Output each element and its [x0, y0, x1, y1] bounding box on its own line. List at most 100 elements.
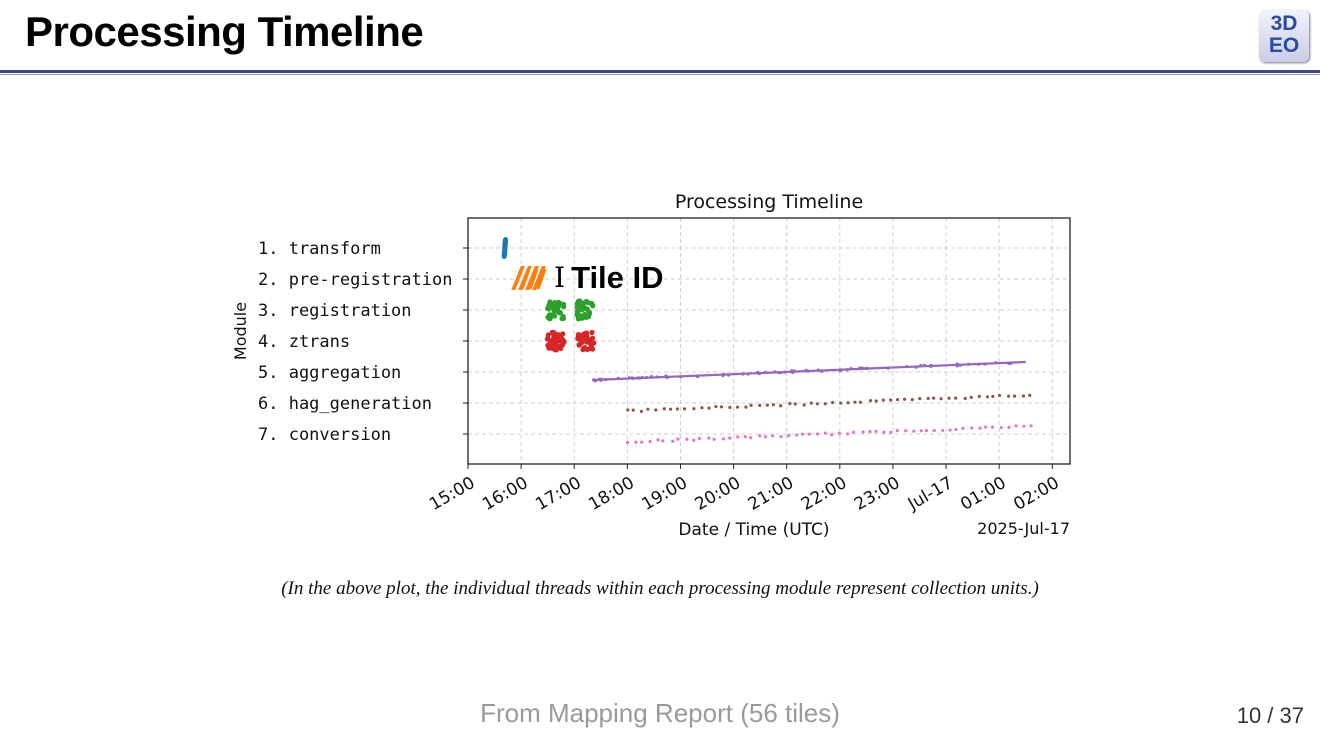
aggregation-point	[914, 365, 918, 369]
aggregation-point	[905, 364, 909, 369]
x-tick-label: 18:00	[585, 473, 637, 515]
hag-generation-point	[682, 407, 687, 411]
y-tick-label: 6. hag_generation	[258, 394, 432, 414]
hag-generation-point	[939, 397, 943, 401]
ztrans-point	[584, 333, 590, 339]
aggregation-point	[1009, 361, 1013, 365]
conversion-point	[807, 432, 811, 436]
y-tick-label: 4. ztrans	[258, 332, 350, 352]
conversion-point	[721, 437, 726, 441]
conversion-point	[978, 426, 982, 430]
aggregation-point	[820, 369, 824, 373]
ztrans-point	[549, 345, 555, 351]
conversion-point	[830, 433, 834, 437]
ztrans-point	[560, 331, 566, 337]
hag-generation-point	[707, 406, 711, 410]
source-note: From Mapping Report (56 tiles)	[480, 698, 840, 728]
conversion-point	[874, 429, 878, 433]
conversion-point	[999, 425, 1003, 430]
aggregation-point	[763, 370, 768, 375]
conversion-point	[640, 440, 644, 444]
hag-generation-point	[910, 398, 914, 402]
y-tick-label: 5. aggregation	[258, 363, 401, 383]
ztrans-point	[587, 346, 593, 352]
hag-generation-point	[985, 395, 990, 399]
aggregation-point	[861, 366, 865, 370]
conversion-point	[685, 437, 689, 441]
hag-generation-point	[963, 396, 967, 401]
y-tick-label: 2. pre-registration	[258, 270, 452, 290]
ztrans-point	[545, 342, 551, 348]
x-tick-label: 20:00	[692, 473, 744, 515]
hag-generation-point	[831, 400, 835, 405]
ztrans-point	[544, 336, 551, 342]
aggregation-point	[695, 374, 700, 378]
hag-generation-point	[815, 402, 819, 406]
hag-generation-point	[997, 393, 1002, 398]
hag-generation-point	[728, 405, 732, 410]
registration-point	[561, 304, 567, 310]
aggregation-point	[636, 376, 640, 380]
conversion-point	[1014, 424, 1018, 428]
page-number: 10 / 37	[1236, 703, 1304, 728]
aggregation-point	[655, 375, 659, 379]
hag-generation-point	[954, 396, 958, 400]
hag-generation-point	[700, 406, 704, 410]
x-offset-label: 2025-Jul-17	[977, 519, 1070, 538]
aggregation-point	[839, 368, 843, 372]
hag-generation-point	[977, 394, 981, 398]
aggregation-point	[756, 370, 760, 374]
aggregation-point	[727, 373, 731, 377]
aggregation-point	[644, 375, 649, 380]
hag-generation-point	[788, 402, 792, 406]
aggregation-point	[966, 362, 971, 366]
conversion-point	[707, 436, 711, 440]
conversion-point	[895, 429, 899, 433]
conversion-point	[882, 430, 886, 434]
y-axis-label: Module	[231, 302, 250, 360]
hag-generation-point	[719, 405, 724, 409]
conversion-point	[648, 439, 652, 444]
hag-generation-point	[853, 400, 857, 404]
aggregation-point	[741, 372, 745, 376]
registration-point	[552, 306, 558, 312]
title-divider-thin	[0, 74, 1320, 75]
registration-point	[560, 313, 566, 320]
slide-title: Processing Timeline	[25, 8, 424, 55]
aggregation-point	[845, 368, 849, 372]
registration-point	[548, 302, 555, 308]
x-tick-label: 15:00	[426, 473, 478, 515]
aggregation-point	[616, 376, 620, 381]
conversion-point	[771, 434, 775, 438]
aggregation-point	[849, 366, 853, 371]
aggregation-point	[599, 378, 603, 382]
hag-generation-point	[1007, 394, 1011, 398]
hag-generation-point	[662, 407, 666, 411]
aggregation-point	[773, 370, 777, 374]
x-tick-label: 22:00	[798, 473, 850, 515]
aggregation-point	[865, 366, 870, 370]
hag-generation-point	[918, 396, 922, 401]
hag-generation-point	[823, 402, 827, 406]
conversion-point	[948, 428, 952, 432]
aggregation-point	[955, 362, 959, 366]
conversion-point	[815, 432, 820, 436]
conversion-point	[712, 437, 716, 441]
x-tick-label: 16:00	[479, 473, 531, 515]
aggregation-point	[857, 367, 862, 371]
registration-point	[557, 309, 563, 316]
hag-generation-point	[1028, 393, 1032, 397]
ztrans-point	[575, 335, 581, 341]
hag-generation-point	[668, 407, 673, 411]
aggregation-point	[791, 370, 795, 375]
aggregation-point	[649, 375, 654, 379]
conversion-point	[941, 428, 945, 433]
conversion-point	[736, 435, 740, 439]
x-tick-label: 23:00	[851, 473, 903, 515]
hag-generation-point	[778, 404, 783, 408]
aggregation-point	[746, 372, 750, 376]
conversion-point	[954, 427, 958, 432]
x-tick-label: Jul-17	[904, 473, 957, 515]
conversion-point	[779, 435, 783, 439]
registration-point	[585, 299, 591, 306]
